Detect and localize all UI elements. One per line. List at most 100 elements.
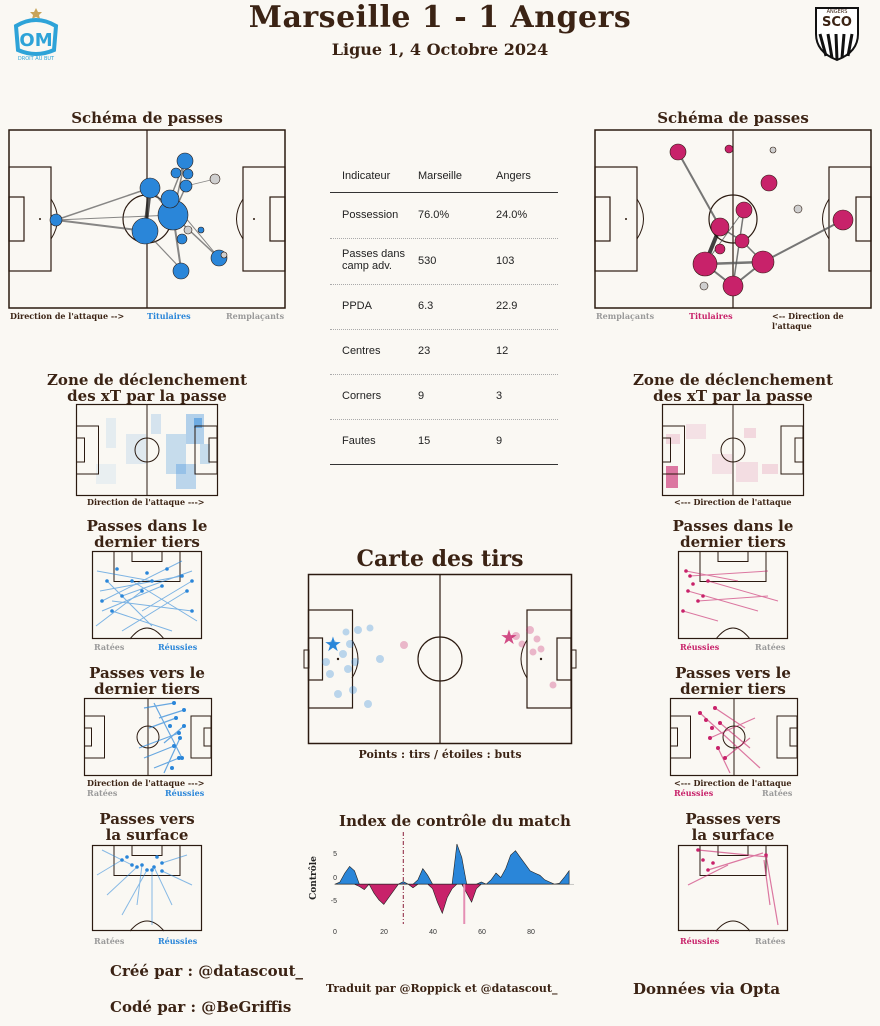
right-box-title-line1: Passes vers — [685, 810, 781, 828]
angers-logo-top-text: ANGERS — [826, 9, 848, 15]
left-final-third-reussies: Réussies — [158, 642, 198, 652]
stats-row-away: 22.9 — [496, 300, 518, 312]
right-into-third-title-line1: Passes vers le — [675, 664, 791, 682]
control-index-title: Index de contrôle du match — [339, 812, 571, 830]
left-direction-label: Direction de l'attaque --> — [10, 311, 125, 321]
right-final-third-reussies: Réussies — [680, 642, 720, 652]
left-box-reussies: Réussies — [158, 936, 198, 946]
right-xt-heatmap — [661, 403, 805, 497]
marseille-logo-text: DROIT AU BUT — [17, 56, 55, 62]
stats-row-home: 15 — [418, 435, 431, 447]
stats-row-away: 12 — [496, 345, 509, 357]
svg-text:★: ★ — [500, 625, 518, 649]
left-box-passes — [91, 844, 203, 932]
right-box-reussies: Réussies — [680, 936, 720, 946]
left-final-third-title-line2: dernier tiers — [94, 533, 200, 551]
stats-row-away: 24.0% — [496, 209, 528, 221]
stats-row-label: Centres — [342, 345, 381, 357]
right-final-third-passes — [677, 550, 789, 640]
marseille-logo: OM DROIT AU BUT — [10, 6, 62, 62]
stats-row-away: 9 — [496, 435, 503, 447]
data-source: Données via Opta — [633, 980, 781, 998]
right-into-third-passes — [669, 697, 799, 777]
stats-row-away: 3 — [496, 390, 503, 402]
right-into-third-direction: <--- Direction de l'attaque — [674, 778, 792, 788]
stats-row-away: 103 — [496, 255, 515, 267]
left-final-third-ratees: Ratées — [94, 642, 125, 652]
stats-row-home: 530 — [418, 255, 437, 267]
control-xtick: 80 — [527, 929, 535, 936]
left-xt-title-line1: Zone de déclenchement — [46, 371, 248, 389]
control-index-chart: Contrôle 5 0 -5 0 20 40 60 80 — [304, 832, 594, 940]
control-area-marseille — [334, 843, 570, 885]
control-ytick: -5 — [331, 898, 337, 905]
stats-header-indicateur: Indicateur — [342, 170, 391, 182]
control-ylabel: Contrôle — [308, 856, 319, 900]
angers-logo-text: SCO — [822, 15, 852, 30]
control-ytick: 5 — [333, 851, 337, 858]
right-box-title-line2: la surface — [691, 826, 775, 844]
left-final-third-title-line1: Passes dans le — [86, 517, 208, 535]
right-xt-title-line2: des xT par la passe — [653, 387, 813, 405]
right-remplacants-label: Remplaçants — [596, 311, 655, 321]
right-into-third-title-line2: dernier tiers — [680, 680, 786, 698]
right-box-ratees: Ratées — [755, 936, 786, 946]
left-pass-network-title: Schéma de passes — [71, 109, 223, 127]
left-into-third-direction: Direction de l'attaque ---> — [87, 778, 205, 788]
translated-by: Traduit par @Roppick et @datascout_ — [326, 982, 558, 995]
left-into-third-passes — [83, 697, 213, 777]
stats-row-label: Possession — [342, 209, 399, 221]
right-into-third-reussies: Réussies — [674, 788, 714, 798]
svg-text:OM: OM — [19, 30, 52, 51]
left-xt-heatmap — [75, 403, 219, 497]
left-remplacants-label: Remplaçants — [226, 311, 285, 321]
left-into-third-title-line2: dernier tiers — [94, 680, 200, 698]
control-xtick: 40 — [429, 929, 437, 936]
shot-map-title: Carte des tirs — [356, 546, 524, 572]
stats-header-home: Marseille — [418, 170, 463, 182]
left-titulaires-label: Titulaires — [147, 311, 191, 321]
left-xt-title-line2: des xT par la passe — [67, 387, 227, 405]
stats-header-away: Angers — [496, 170, 531, 182]
right-titulaires-label: Titulaires — [689, 311, 733, 321]
page-subtitle: Ligue 1, 4 Octobre 2024 — [331, 40, 549, 59]
created-by: Créé par : @datascout_ — [110, 962, 304, 980]
left-xt-direction: Direction de l'attaque ---> — [87, 497, 205, 507]
right-box-passes — [677, 844, 789, 932]
right-direction-label: <-- Direction de l'attaque — [772, 311, 844, 331]
stats-row-label: Passes dans camp adv. — [342, 248, 405, 272]
shot-map: ★ ★ — [303, 573, 577, 745]
right-final-third-ratees: Ratées — [755, 642, 786, 652]
left-into-third-title-line1: Passes vers le — [89, 664, 205, 682]
control-xtick: 0 — [333, 929, 337, 936]
stats-row-label: Fautes — [342, 435, 376, 447]
left-into-third-ratees: Ratées — [87, 788, 118, 798]
control-xtick: 60 — [478, 929, 486, 936]
stats-table: Indicateur Marseille Angers Possession 7… — [330, 158, 558, 466]
right-into-third-ratees: Ratées — [762, 788, 793, 798]
stats-row-home: 9 — [418, 390, 425, 402]
stats-row-home: 76.0% — [418, 209, 450, 221]
svg-text:★: ★ — [324, 632, 342, 656]
control-ytick: 0 — [333, 875, 337, 882]
right-pass-network — [594, 129, 872, 309]
stats-row-home: 23 — [418, 345, 431, 357]
stats-row-label: Corners — [342, 390, 382, 402]
page-title: Marseille 1 - 1 Angers — [248, 0, 632, 35]
left-pass-network — [8, 129, 286, 309]
stats-row-home: 6.3 — [418, 300, 434, 312]
control-area-angers — [334, 883, 570, 915]
left-final-third-passes — [91, 550, 203, 640]
angers-logo: ANGERS SCO — [812, 4, 862, 62]
right-pass-network-title: Schéma de passes — [657, 109, 809, 127]
control-xtick: 20 — [380, 929, 388, 936]
coded-by: Codé par : @BeGriffis — [110, 998, 292, 1016]
left-box-ratees: Ratées — [94, 936, 125, 946]
right-final-third-title-line2: dernier tiers — [680, 533, 786, 551]
left-box-title-line2: la surface — [105, 826, 189, 844]
right-xt-title-line1: Zone de déclenchement — [632, 371, 834, 389]
shot-map-caption: Points : tirs / étoiles : buts — [358, 748, 522, 761]
left-into-third-reussies: Réussies — [165, 788, 205, 798]
right-xt-direction: <--- Direction de l'attaque — [674, 497, 792, 507]
right-final-third-title-line1: Passes dans le — [672, 517, 794, 535]
